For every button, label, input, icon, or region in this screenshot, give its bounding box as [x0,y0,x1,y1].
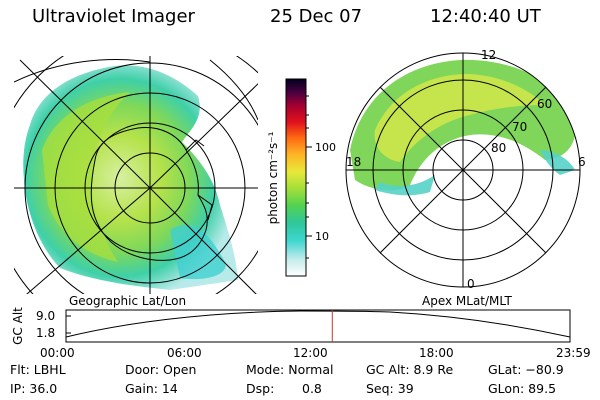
status-gc-alt: GC Alt: 8.9 Re [366,362,454,377]
status-glat: GLat: −80.9 [488,362,564,377]
altitude-curve [65,310,571,338]
altitude-ticks [66,315,71,334]
status-ip: IP: 36.0 [10,381,58,396]
mlt-label-6: 6 [578,155,586,169]
status-filter: Flt: LBHL [10,362,66,377]
altitude-tick-1-8: 1.8 [36,326,55,340]
mlat-label-80: 80 [491,141,506,155]
time-tick-0600: 06:00 [167,346,202,360]
aurora-fringe-right [375,150,575,196]
altitude-axis-label: GC Alt [11,307,25,345]
colorbar-ticks [306,95,312,259]
geographic-map [14,56,258,294]
mlat-label-70: 70 [512,120,527,134]
meridian-grid [14,56,258,294]
time-label: 12:40:40 UT [430,6,541,27]
time-tick-1800: 18:00 [419,346,454,360]
colorbar-tick-100: 100 [315,141,336,154]
status-seq: Seq: 39 [366,381,414,396]
aurora-edge-left [170,224,226,280]
colorbar-unit-label: photon cm⁻²s⁻¹ [266,131,280,224]
time-tick-0000: 00:00 [40,346,75,360]
time-tick-1200: 12:00 [293,346,328,360]
status-dsp-value: 0.8 [302,381,322,396]
magnetic-map: 12 18 6 0 60 70 80 [345,48,586,291]
antarctica-outline [90,126,208,261]
instrument-title: Ultraviolet Imager [32,6,195,27]
altitude-frame [65,309,571,343]
aurora-band-right [374,74,545,162]
status-gain: Gain: 14 [125,381,178,396]
status-dsp-label: Dsp: [246,381,275,396]
outer-arcs [14,59,258,121]
mlt-label-18: 18 [346,155,361,169]
mlt-grid [346,53,580,287]
colorbar [285,78,307,277]
mlat-label-60: 60 [537,97,552,111]
altitude-strip: GC Alt 9.0 1.8 [11,307,571,345]
time-tick-2359: 23:59 [556,346,591,360]
status-glon: GLon: 89.5 [488,381,557,396]
mlt-label-0: 0 [467,277,475,291]
mlt-label-12: 12 [481,48,496,62]
left-panel-caption: Geographic Lat/Lon [69,294,186,308]
date-label: 25 Dec 07 [270,6,363,27]
colorbar-tick-10: 10 [315,230,329,243]
right-panel-caption: Apex MLat/MLT [422,294,512,308]
altitude-tick-9: 9.0 [36,309,55,323]
status-mode: Mode: Normal [246,362,334,377]
status-door: Door: Open [125,362,197,377]
